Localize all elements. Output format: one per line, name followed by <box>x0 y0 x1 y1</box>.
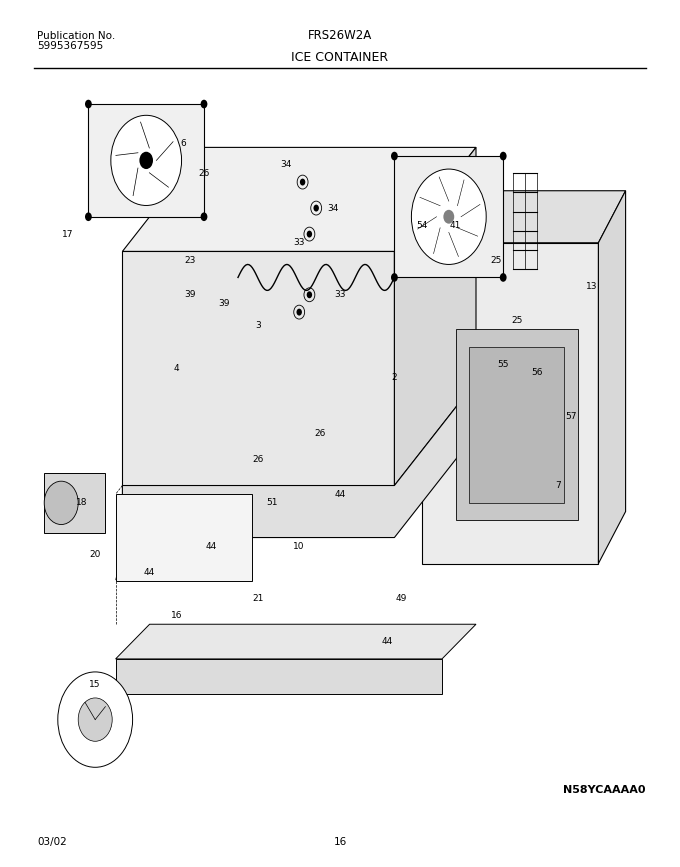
Circle shape <box>307 231 312 238</box>
Text: 54: 54 <box>416 221 427 230</box>
Text: 49: 49 <box>396 594 407 603</box>
Circle shape <box>201 212 207 221</box>
Text: 41: 41 <box>450 221 461 230</box>
Polygon shape <box>394 156 503 277</box>
Polygon shape <box>122 147 476 251</box>
Polygon shape <box>469 347 564 503</box>
Circle shape <box>443 210 454 224</box>
Polygon shape <box>456 329 578 520</box>
Text: 15: 15 <box>90 681 101 689</box>
Text: 33: 33 <box>335 290 345 299</box>
Text: 34: 34 <box>328 204 339 212</box>
Text: 18: 18 <box>76 499 87 507</box>
Circle shape <box>391 152 398 160</box>
Circle shape <box>391 273 398 282</box>
Text: 20: 20 <box>90 551 101 559</box>
Text: FRS26W2A: FRS26W2A <box>308 29 372 42</box>
Circle shape <box>500 273 507 282</box>
Circle shape <box>58 672 133 767</box>
Text: 6: 6 <box>181 139 186 147</box>
Polygon shape <box>44 473 105 533</box>
Text: 7: 7 <box>555 481 560 490</box>
Text: 44: 44 <box>205 542 216 551</box>
Text: 13: 13 <box>586 282 597 290</box>
Text: 5995367595: 5995367595 <box>37 42 103 51</box>
Text: 57: 57 <box>566 412 577 420</box>
Text: 33: 33 <box>294 238 305 247</box>
Text: 21: 21 <box>253 594 264 603</box>
Text: 16: 16 <box>171 611 182 620</box>
Polygon shape <box>394 147 476 486</box>
Polygon shape <box>116 494 252 581</box>
Text: 34: 34 <box>280 160 291 169</box>
Text: 26: 26 <box>199 169 209 178</box>
Text: 39: 39 <box>185 290 196 299</box>
Text: 26: 26 <box>253 455 264 464</box>
Circle shape <box>411 169 486 264</box>
Circle shape <box>85 212 92 221</box>
Polygon shape <box>122 381 476 538</box>
Text: 25: 25 <box>491 256 502 264</box>
Circle shape <box>44 481 78 525</box>
Polygon shape <box>116 659 442 694</box>
Circle shape <box>500 152 507 160</box>
Text: 55: 55 <box>498 360 509 368</box>
Circle shape <box>313 205 319 212</box>
Text: 23: 23 <box>185 256 196 264</box>
Circle shape <box>111 115 182 205</box>
Circle shape <box>78 698 112 741</box>
Text: Publication No.: Publication No. <box>37 31 116 41</box>
Circle shape <box>85 100 92 108</box>
Polygon shape <box>422 243 598 564</box>
Text: N58YCAAAA0: N58YCAAAA0 <box>564 786 646 795</box>
Circle shape <box>300 179 305 186</box>
Polygon shape <box>422 191 626 243</box>
Text: ICE CONTAINER: ICE CONTAINER <box>292 50 388 63</box>
Text: 2: 2 <box>392 373 397 381</box>
Circle shape <box>139 152 153 169</box>
Text: 10: 10 <box>294 542 305 551</box>
Text: 03/02: 03/02 <box>37 838 67 847</box>
Text: 25: 25 <box>511 316 522 325</box>
Text: 44: 44 <box>335 490 345 499</box>
Polygon shape <box>598 191 626 564</box>
Circle shape <box>296 309 302 316</box>
Polygon shape <box>116 624 476 659</box>
Polygon shape <box>88 104 204 217</box>
Circle shape <box>201 100 207 108</box>
Text: 16: 16 <box>333 838 347 847</box>
Text: 26: 26 <box>314 429 325 438</box>
Polygon shape <box>122 251 394 486</box>
Text: 44: 44 <box>382 637 393 646</box>
Circle shape <box>307 291 312 298</box>
Text: 39: 39 <box>219 299 230 308</box>
Text: 56: 56 <box>532 368 543 377</box>
Text: 17: 17 <box>63 230 73 238</box>
Text: 4: 4 <box>174 364 180 373</box>
Text: 3: 3 <box>256 321 261 329</box>
Text: 51: 51 <box>267 499 277 507</box>
Text: 44: 44 <box>144 568 155 577</box>
